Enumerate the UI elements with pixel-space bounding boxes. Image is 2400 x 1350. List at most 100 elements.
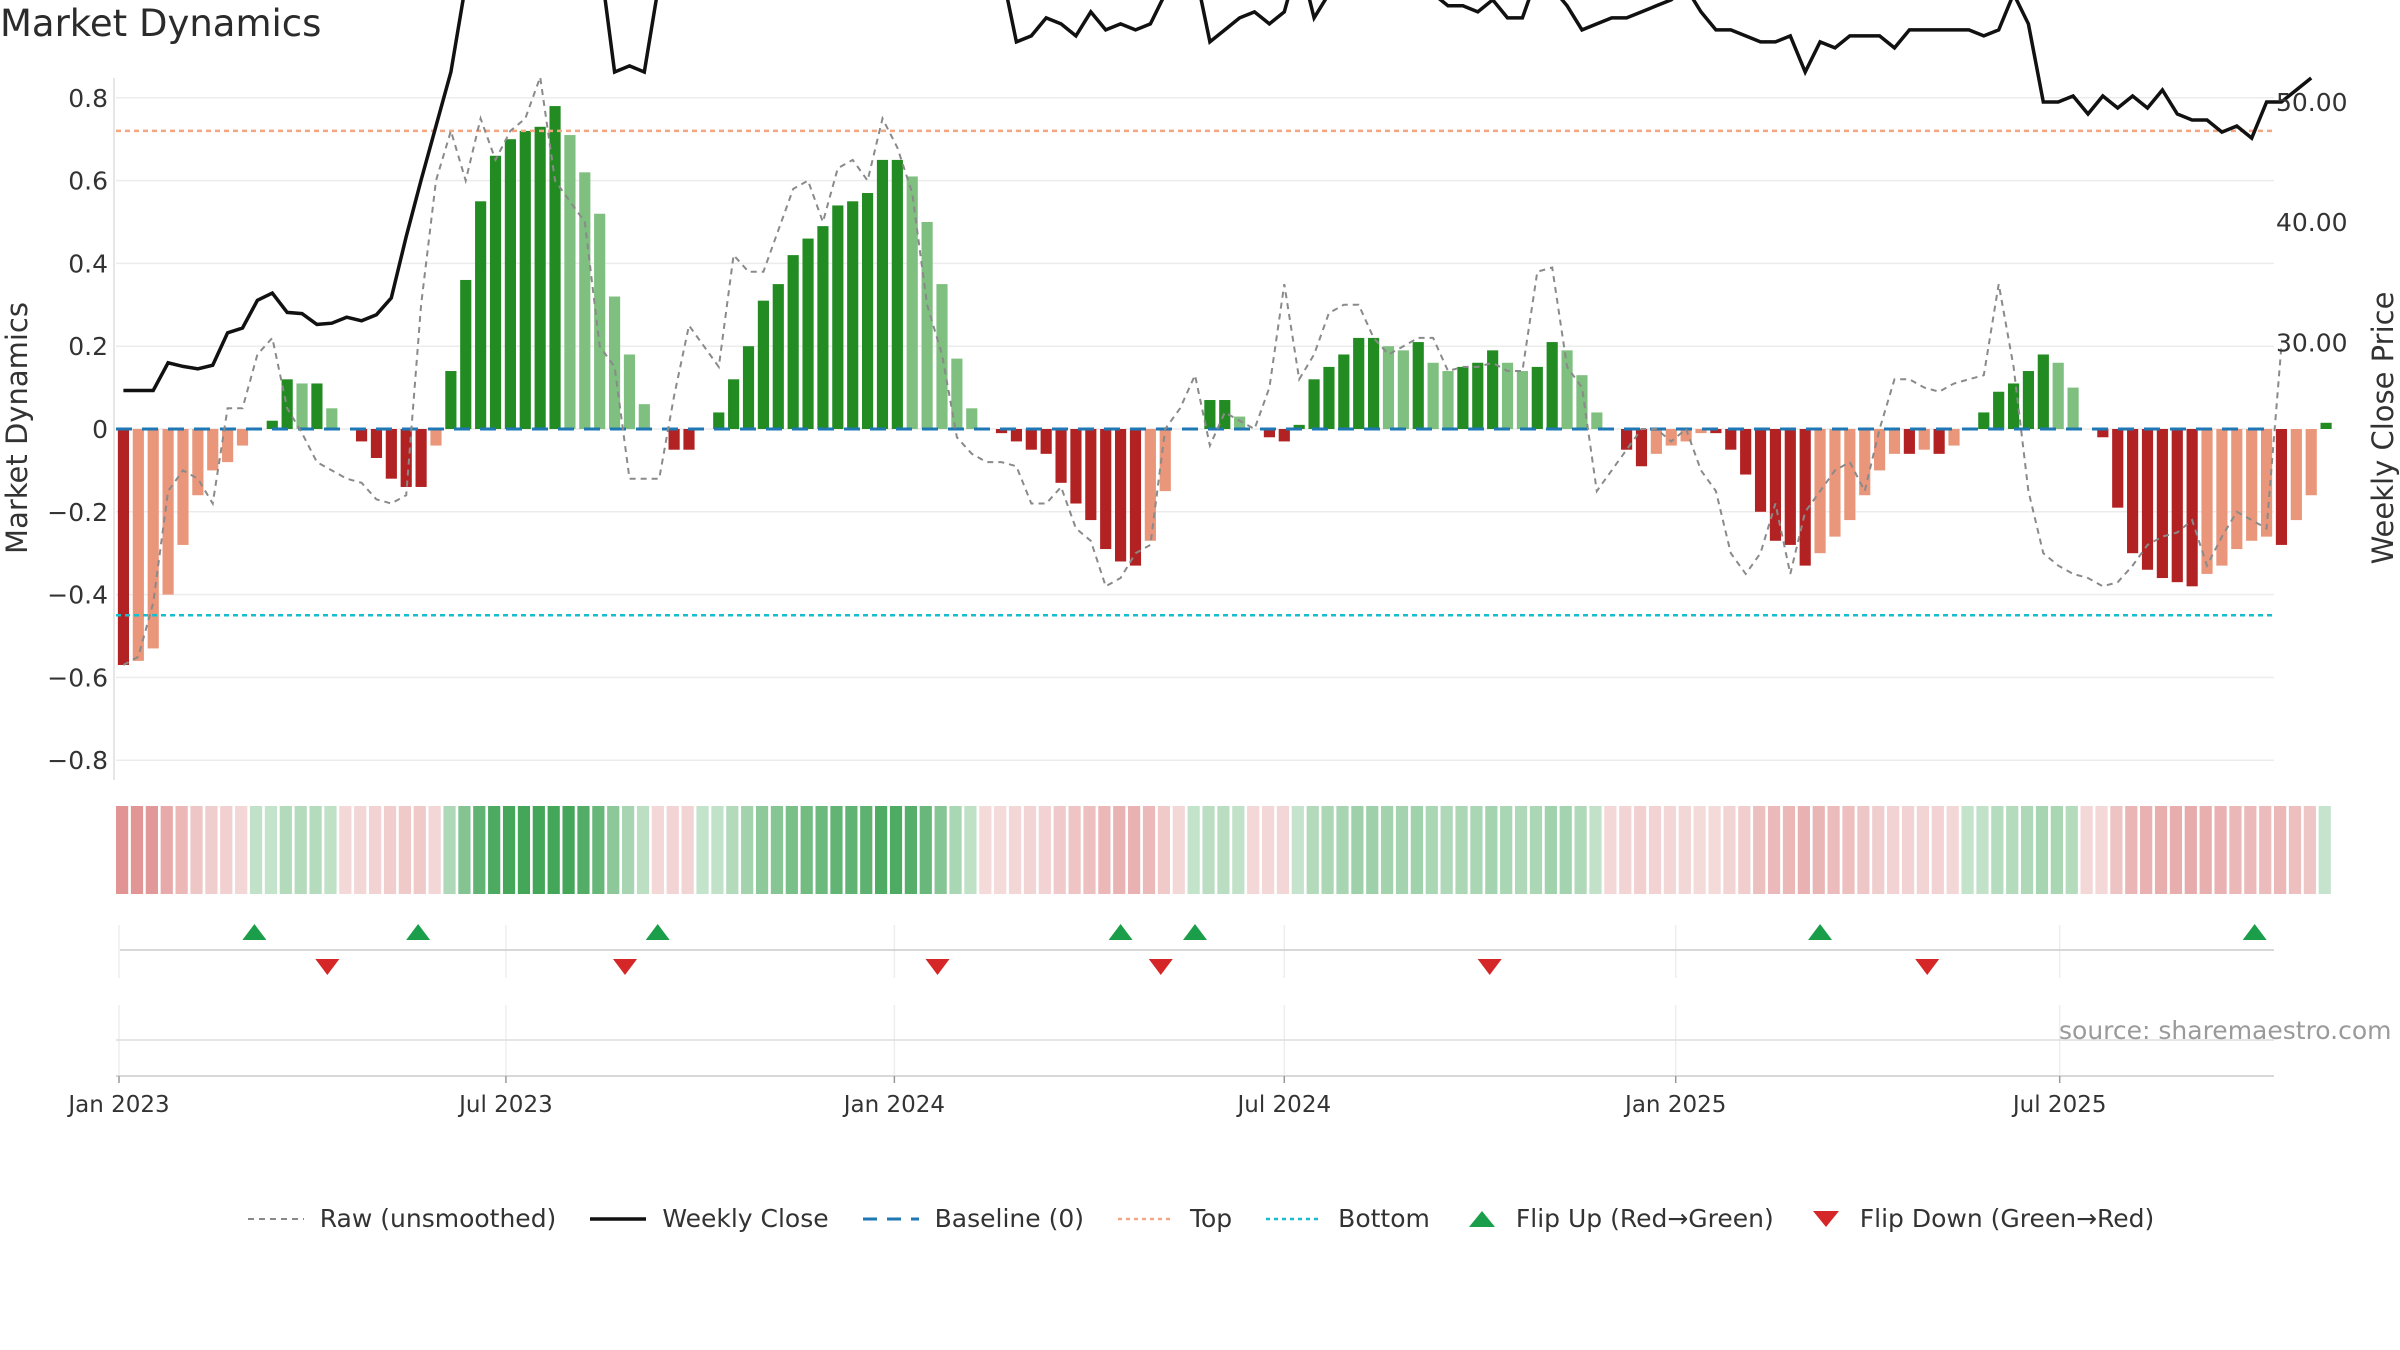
bar [1040,429,1052,454]
flip-up-marker [2242,924,2267,940]
bar [1576,375,1588,429]
flip-down-icon [1812,1210,1839,1227]
heat-cell [1901,806,1915,894]
flip-up-marker [242,924,267,940]
bar [1769,429,1782,541]
heat-cell [770,806,784,894]
x-tick-label: Jan 2023 [66,1092,169,1118]
y-tick-label: 0.2 [68,332,108,361]
bar [1799,429,1811,566]
heat-cell [1470,806,1483,894]
flip-up-icon [1468,1210,1495,1227]
y2-tick-label: 40.00 [2276,208,2348,237]
legend-top-swatch [1117,1217,1174,1220]
bar [1903,429,1915,454]
bar [2127,429,2139,554]
heat-cell [160,806,173,894]
x-tick-label: Jul 2024 [1235,1092,1331,1118]
flip-up-marker [1183,924,1207,940]
heat-cell [1887,806,1900,894]
legend-raw-swatch [247,1217,304,1220]
bar [489,155,502,429]
heat-cell [830,806,843,894]
bar [1010,429,1022,442]
heat-cell [1455,806,1468,894]
bar [430,429,442,446]
heat-cell [1693,806,1706,894]
heat-cell [309,806,322,894]
heat-cell [339,806,352,894]
heat-cell [2065,806,2078,894]
bar [802,238,814,429]
heat-cell [2244,806,2257,894]
bar [1784,429,1796,545]
heat-cell [398,806,411,894]
grid-lines [113,78,2274,780]
heat-cell [1068,806,1081,894]
bar [1754,429,1767,512]
heat-cell [1753,806,1766,894]
bar [1115,429,1127,562]
bar [222,429,234,463]
raw-line [122,76,2283,666]
legend-label-baseline: Baseline (0) [934,1204,1084,1233]
bar [1621,429,1633,450]
bar [400,429,412,487]
flip-down-marker [1915,959,1940,975]
heat-cell [1172,806,1185,894]
legend-item-baseline: Baseline (0) [861,1204,1084,1233]
bar [1591,412,1603,429]
heat-cell [458,806,471,894]
bar [1427,362,1439,429]
bar [683,429,695,450]
heat-cell [1425,806,1438,894]
legend-item-flip-up: Flip Up (Red→Green) [1462,1204,1774,1233]
heat-cell [2020,806,2034,894]
heat-cell [428,806,441,894]
bar [1710,429,1722,434]
bar [1665,429,1677,446]
bar [1442,371,1454,429]
heat-cell [249,806,263,894]
bar [1382,346,1395,429]
heat-cell [592,806,605,894]
bar [1100,429,1112,550]
heat-cell [622,806,635,894]
heat-cell [1083,806,1096,894]
bar [1293,424,1305,429]
bar [728,379,740,429]
heat-cell [1291,806,1304,894]
heat-cell [1157,806,1170,894]
heat-cell [1842,806,1855,894]
y-tick-label: 0 [92,415,108,444]
bar [847,201,859,429]
heat-cell [1232,806,1245,894]
bar [1531,366,1543,429]
heat-cell [1023,806,1037,894]
x-tick-label: Jul 2025 [2011,1092,2107,1118]
bar [1129,429,1142,566]
bar [117,429,130,665]
bar [1353,337,1365,429]
heat-cell [488,806,501,894]
legend-bottom-swatch [1266,1217,1323,1220]
heat-cell [562,806,575,894]
bar [1635,429,1648,467]
bar [192,429,204,496]
bar [1516,371,1529,429]
heat-cell [2050,806,2063,894]
heat-cell [279,806,292,894]
heat-cell [1410,806,1424,894]
heat-cell [235,806,248,894]
heat-cell [577,806,590,894]
y2-tick-label: 30.00 [2276,328,2348,357]
heat-cell [1187,806,1200,894]
bar [995,429,1008,434]
heat-cell [1276,806,1290,894]
bar [861,193,874,429]
heat-cell [145,806,158,894]
heat-cell [1514,806,1528,894]
bar [132,429,144,661]
y2-tick-label: 50.00 [2276,88,2348,117]
heat-cell [1485,806,1498,894]
